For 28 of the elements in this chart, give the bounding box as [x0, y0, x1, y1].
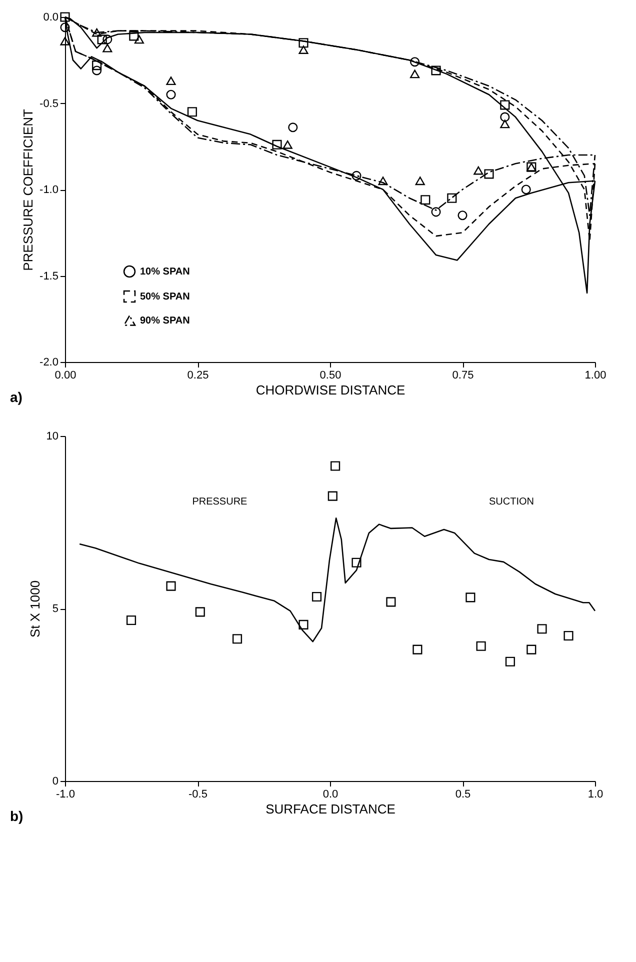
- y-tick-label: 0: [52, 776, 58, 788]
- x-tick-label: 0.25: [187, 370, 209, 382]
- y-axis-title: St X 1000: [27, 580, 42, 638]
- legend-label: 10% SPAN: [140, 266, 190, 278]
- x-tick-label: -0.5: [188, 788, 208, 800]
- x-tick-label: 0.0: [322, 788, 338, 800]
- y-tick-label: -2.0: [40, 356, 58, 368]
- y-tick-label: -1.5: [40, 270, 58, 282]
- y-tick-label: 5: [52, 603, 58, 615]
- annotation: SUCTION: [489, 496, 534, 508]
- y-tick-label: 10: [46, 430, 58, 442]
- x-axis-title: CHORDWISE DISTANCE: [256, 382, 406, 398]
- legend-label: 90% SPAN: [140, 316, 190, 326]
- text: a): [10, 389, 22, 405]
- x-tick-label: 0.5: [455, 788, 471, 800]
- annotation: PRESSURE: [192, 496, 248, 508]
- x-tick-label: 0.00: [54, 370, 76, 382]
- x-tick-label: 1.0: [588, 788, 604, 800]
- x-tick-label: 0.50: [320, 370, 342, 382]
- y-tick-label: -0.5: [40, 98, 58, 110]
- legend-label: 50% SPAN: [140, 292, 190, 302]
- x-tick-label: 1.00: [584, 370, 606, 382]
- y-tick-label: -1.0: [40, 184, 58, 196]
- x-tick-label: 0.75: [452, 370, 474, 382]
- y-axis-title: PRESSURE COEFFICIENT: [20, 109, 36, 271]
- x-axis-title: SURFACE DISTANCE: [266, 802, 396, 816]
- y-tick-label: 0.0: [43, 12, 58, 24]
- text: b): [10, 808, 24, 824]
